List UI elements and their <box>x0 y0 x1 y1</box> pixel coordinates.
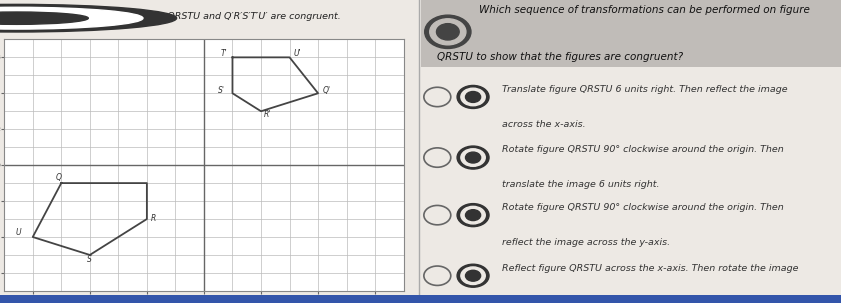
Circle shape <box>0 4 177 32</box>
Text: Reflect figure QRSTU across the x-axis. Then rotate the image: Reflect figure QRSTU across the x-axis. … <box>502 264 799 273</box>
Text: Translate figure QRSTU 6 units right. Then reflect the image: Translate figure QRSTU 6 units right. Th… <box>502 85 788 94</box>
Circle shape <box>465 270 481 281</box>
Circle shape <box>430 19 466 45</box>
Text: S': S' <box>218 86 225 95</box>
Circle shape <box>425 15 471 48</box>
Circle shape <box>457 204 489 227</box>
Text: Rotate figure QRSTU 90° clockwise around the origin. Then: Rotate figure QRSTU 90° clockwise around… <box>502 145 785 155</box>
Circle shape <box>457 85 489 108</box>
Text: translate the image 6 units right.: translate the image 6 units right. <box>502 180 660 189</box>
Circle shape <box>457 146 489 169</box>
Text: across the x-axis.: across the x-axis. <box>502 120 586 129</box>
Text: Q': Q' <box>322 86 331 95</box>
Text: T': T' <box>221 48 228 58</box>
Text: In the diagram, pentagons QRSTU and Q′R′S′T′U′ are congruent.: In the diagram, pentagons QRSTU and Q′R′… <box>38 12 341 21</box>
Text: U: U <box>16 228 21 237</box>
Circle shape <box>461 267 485 285</box>
Text: R': R' <box>264 110 272 119</box>
Text: Which sequence of transformations can be performed on figure: Which sequence of transformations can be… <box>479 5 810 15</box>
Circle shape <box>0 7 143 29</box>
Text: U': U' <box>294 48 302 58</box>
Circle shape <box>461 88 485 106</box>
Circle shape <box>461 206 485 224</box>
Text: Q: Q <box>56 172 61 181</box>
Circle shape <box>436 24 459 40</box>
Circle shape <box>465 92 481 102</box>
FancyBboxPatch shape <box>420 0 841 67</box>
Circle shape <box>465 152 481 163</box>
Circle shape <box>461 149 485 166</box>
Text: S: S <box>87 255 92 264</box>
Text: Rotate figure QRSTU 90° clockwise around the origin. Then: Rotate figure QRSTU 90° clockwise around… <box>502 203 785 212</box>
Circle shape <box>465 210 481 221</box>
Circle shape <box>457 264 489 287</box>
Text: 90° clockwise around the origin.: 90° clockwise around the origin. <box>502 298 656 303</box>
Circle shape <box>0 12 88 24</box>
Text: reflect the image across the y-axis.: reflect the image across the y-axis. <box>502 238 670 247</box>
Text: R: R <box>151 214 156 223</box>
Text: QRSTU to show that the figures are congruent?: QRSTU to show that the figures are congr… <box>437 52 684 62</box>
